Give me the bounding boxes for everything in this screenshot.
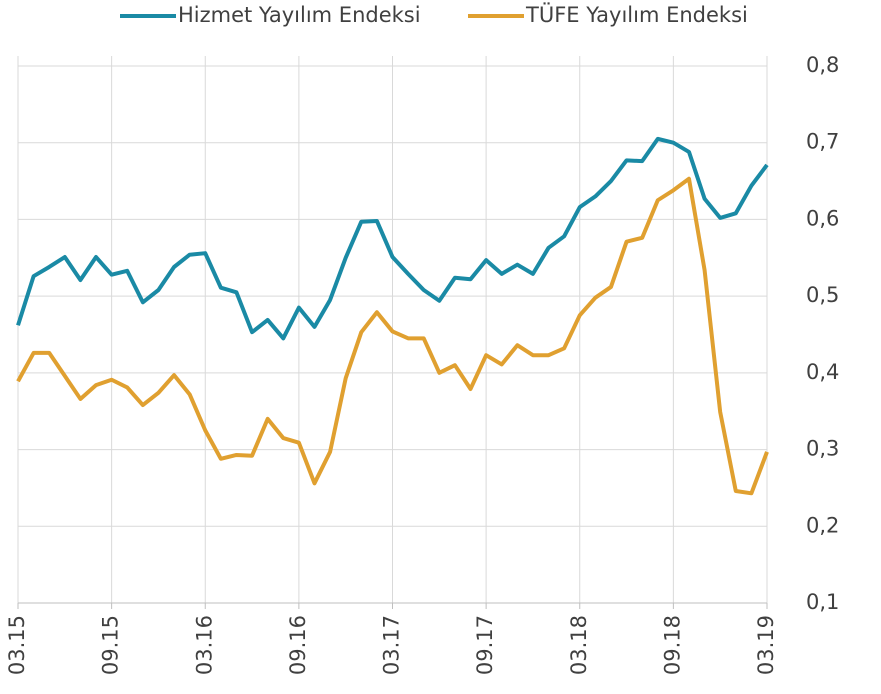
legend-label: TÜFE Yayılım Endeksi bbox=[525, 2, 748, 27]
x-tick-label: 03.16 bbox=[192, 615, 216, 675]
y-tick-label: 0,6 bbox=[806, 206, 839, 230]
x-tick-label: 09.15 bbox=[99, 615, 123, 675]
y-tick-label: 0,8 bbox=[806, 53, 839, 77]
x-tick-label: 03.18 bbox=[567, 615, 591, 675]
legend-label: Hizmet Yayılım Endeksi bbox=[178, 3, 421, 27]
x-tick-label: 09.16 bbox=[286, 615, 310, 675]
y-tick-label: 0,1 bbox=[806, 590, 839, 614]
y-tick-label: 0,2 bbox=[806, 513, 839, 537]
x-tick-label: 09.17 bbox=[473, 615, 497, 675]
y-tick-label: 0,5 bbox=[806, 283, 839, 307]
x-tick-label: 03.17 bbox=[380, 615, 404, 675]
y-tick-label: 0,4 bbox=[806, 360, 839, 384]
y-tick-label: 0,7 bbox=[806, 130, 839, 154]
line-series bbox=[16, 136, 769, 341]
line-series bbox=[16, 176, 769, 496]
x-tick-label: 03.19 bbox=[754, 615, 778, 675]
y-tick-label: 0,3 bbox=[806, 437, 839, 461]
x-tick-label: 03.15 bbox=[5, 615, 29, 675]
x-tick-label: 09.18 bbox=[660, 615, 684, 675]
